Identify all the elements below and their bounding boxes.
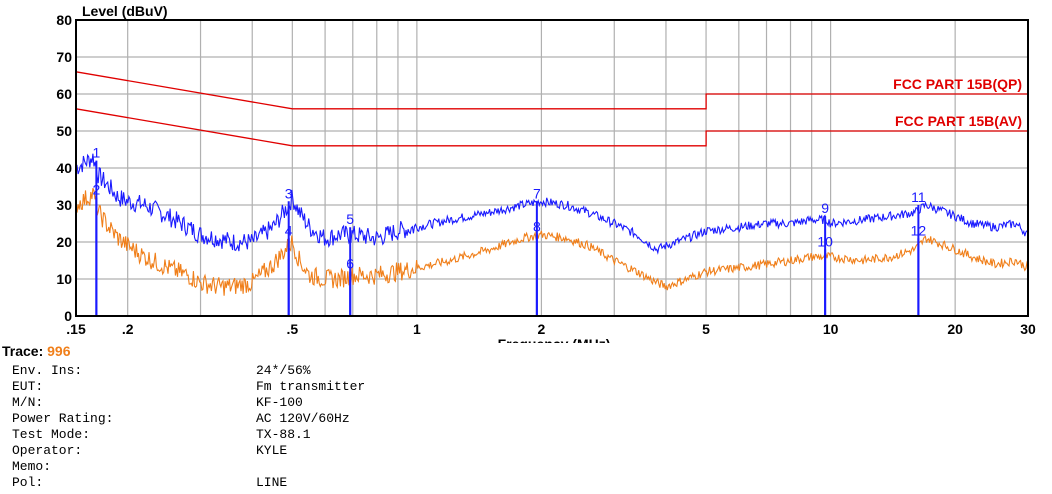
y-tick-label: 30 [56, 197, 72, 213]
trace-line: Trace: 996 [2, 343, 71, 359]
series-lines [75, 153, 1029, 296]
trace-label: Trace: [2, 343, 44, 359]
info-value: LINE [256, 475, 288, 490]
trace-value: 996 [47, 343, 71, 359]
marker-label-10: 10 [817, 233, 833, 249]
x-axis-label: Frequency (MHz) [498, 336, 611, 343]
info-key: M/N: [12, 395, 44, 410]
info-value: AC 120V/60Hz [256, 411, 350, 426]
limit-lines: FCC PART 15B(QP) FCC PART 15B(AV) [75, 71, 1028, 147]
x-tick-labels: .15 .2 .5 1 2 5 10 20 30 [66, 321, 1036, 337]
x-tick-label: 2 [538, 321, 546, 337]
info-key: Operator: [12, 443, 83, 458]
y-tick-label: 60 [56, 86, 72, 102]
x-tick-label: 20 [947, 321, 963, 337]
info-value: Fm transmitter [256, 379, 366, 394]
marker-label-4: 4 [285, 222, 293, 238]
marker-label-9: 9 [821, 200, 829, 216]
marker-label-3: 3 [285, 185, 293, 201]
info-value: KYLE [256, 443, 288, 458]
x-tick-label: .5 [286, 321, 298, 337]
y-tick-label: 10 [56, 271, 72, 287]
info-key: Env. Ins: [12, 363, 83, 378]
y-tick-label: 20 [56, 234, 72, 250]
x-tick-label: 10 [823, 321, 839, 337]
y-tick-label: 80 [56, 12, 72, 28]
marker-label-6: 6 [346, 256, 354, 272]
limit-line-label: FCC PART 15B(QP) [893, 76, 1022, 92]
x-tick-label: .15 [66, 321, 86, 337]
limit-line-label: FCC PART 15B(AV) [895, 113, 1022, 129]
x-tick-label: 5 [702, 321, 710, 337]
y-tick-label: 0 [64, 308, 72, 324]
marker-label-5: 5 [346, 211, 354, 227]
y-tick-labels: 0 10 20 30 40 50 60 70 80 [56, 12, 72, 324]
y-tick-label: 40 [56, 160, 72, 176]
info-key: Memo: [12, 459, 52, 474]
x-tick-label: 30 [1020, 321, 1036, 337]
series-line-2 [75, 187, 1029, 296]
limit-line [75, 71, 1028, 110]
marker-label-1: 1 [92, 145, 100, 161]
marker-label-7: 7 [533, 185, 541, 201]
info-value: TX-88.1 [256, 427, 311, 442]
limit-line [75, 108, 1028, 147]
y-tick-label: 50 [56, 123, 72, 139]
grid-lines [76, 20, 1028, 316]
plot-frame [75, 19, 1029, 317]
info-key: Test Mode: [12, 427, 91, 442]
plot-background [0, 0, 1052, 343]
info-key: Power Rating: [12, 411, 114, 426]
series-line-1 [75, 153, 1029, 255]
marker-label-11: 11 [911, 189, 926, 205]
y-tick-label: 70 [56, 49, 72, 65]
info-key: Pol: [12, 475, 44, 490]
info-value: 24*/56% [256, 363, 311, 378]
marker-label-2: 2 [92, 182, 100, 198]
info-value: KF-100 [256, 395, 303, 410]
x-tick-label: .2 [122, 321, 134, 337]
marker-label-8: 8 [533, 219, 541, 235]
y-axis-label: Level (dBuV) [82, 3, 168, 19]
x-tick-label: 1 [413, 321, 421, 337]
marker-label-12: 12 [911, 222, 927, 238]
info-key: EUT: [12, 379, 44, 394]
